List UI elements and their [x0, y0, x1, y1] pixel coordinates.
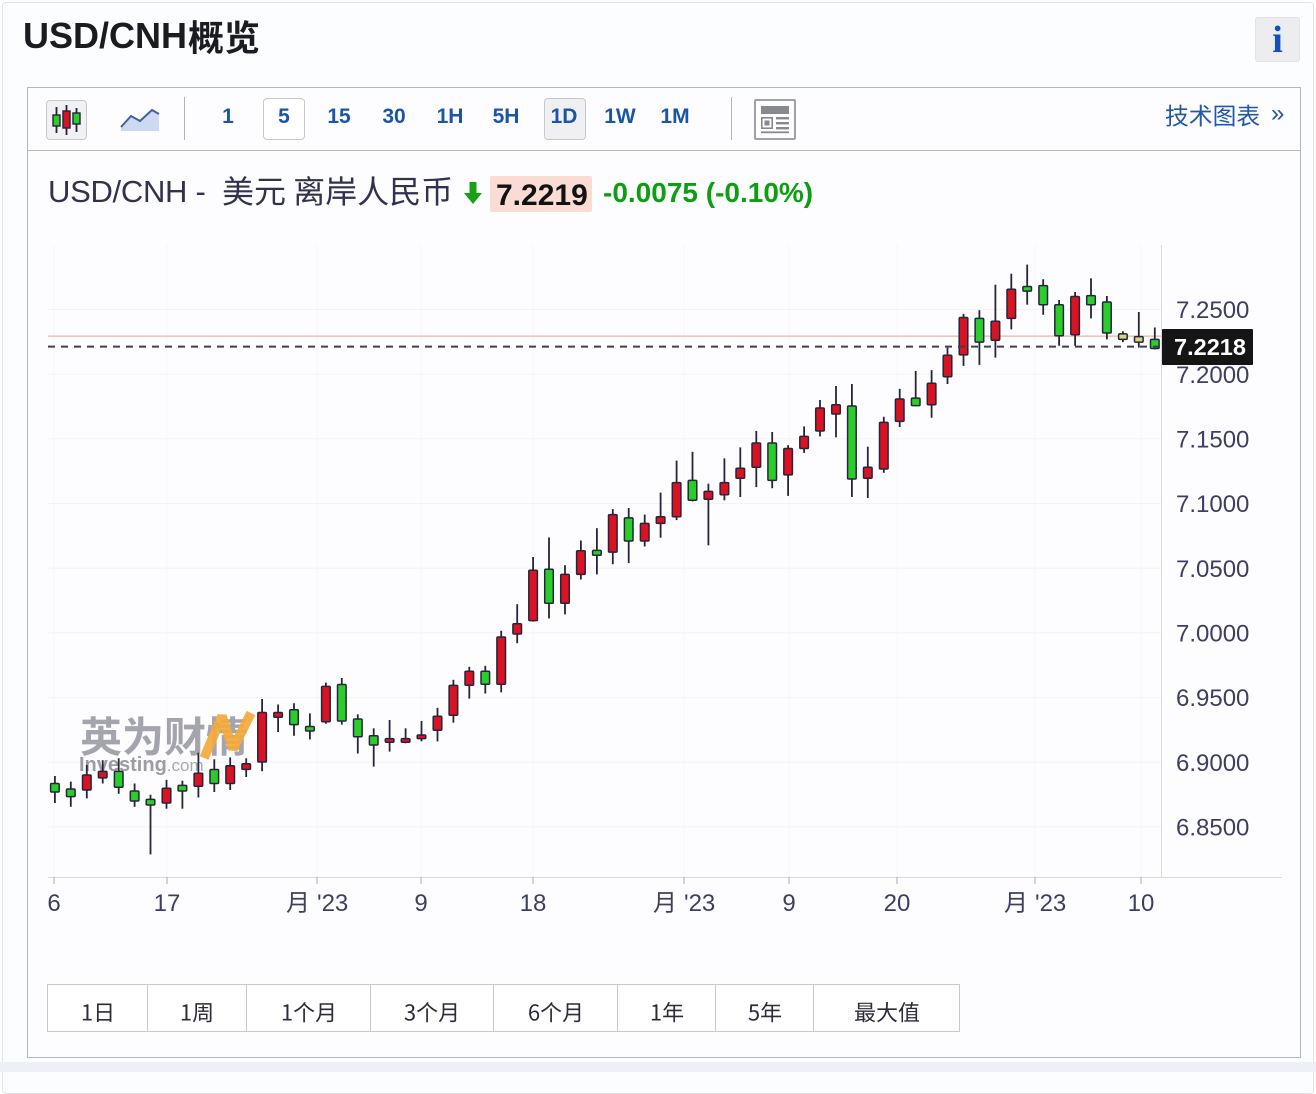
svg-text:6.9500: 6.9500 — [1176, 685, 1249, 712]
svg-text:7.2218: 7.2218 — [1174, 334, 1246, 360]
svg-text:6.8500: 6.8500 — [1176, 815, 1249, 842]
svg-text:7.1000: 7.1000 — [1176, 491, 1249, 518]
svg-text:9: 9 — [414, 890, 427, 917]
svg-text:6.9000: 6.9000 — [1176, 750, 1249, 777]
svg-text:'23: '23 — [317, 890, 348, 917]
svg-text:'23: '23 — [684, 890, 715, 917]
svg-text:7.0000: 7.0000 — [1176, 621, 1249, 648]
svg-text:6: 6 — [47, 890, 60, 917]
svg-text:17: 17 — [154, 890, 181, 917]
svg-text:7.1500: 7.1500 — [1176, 427, 1249, 454]
svg-text:7.2000: 7.2000 — [1176, 362, 1249, 389]
svg-text:18: 18 — [520, 890, 547, 917]
svg-text:10: 10 — [1128, 890, 1155, 917]
svg-text:20: 20 — [884, 890, 911, 917]
svg-text:Investing.com: Investing.com — [79, 754, 204, 776]
svg-text:7.0500: 7.0500 — [1176, 556, 1249, 583]
svg-text:7.2500: 7.2500 — [1176, 297, 1249, 324]
svg-text:'23: '23 — [1035, 890, 1066, 917]
svg-text:9: 9 — [782, 890, 795, 917]
